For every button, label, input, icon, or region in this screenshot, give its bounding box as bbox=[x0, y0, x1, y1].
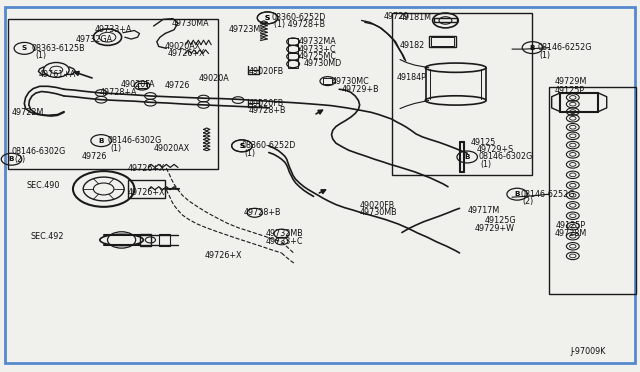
Text: (2): (2) bbox=[522, 197, 534, 206]
Text: 49733+A: 49733+A bbox=[95, 25, 132, 34]
Bar bbox=[288, 38, 298, 45]
Text: 49726+X: 49726+X bbox=[205, 251, 243, 260]
Bar bbox=[392, 13, 532, 175]
Text: 49729+B: 49729+B bbox=[342, 85, 380, 94]
Text: 49717M: 49717M bbox=[467, 206, 499, 215]
Text: S: S bbox=[265, 15, 270, 21]
Text: S: S bbox=[239, 143, 244, 149]
Bar bbox=[323, 78, 332, 84]
Bar bbox=[138, 83, 147, 88]
Bar bbox=[434, 18, 457, 22]
Text: 49728+B: 49728+B bbox=[248, 106, 286, 115]
Bar bbox=[288, 45, 298, 53]
Text: SEC.492: SEC.492 bbox=[31, 232, 64, 241]
Text: S: S bbox=[22, 45, 27, 51]
Bar bbox=[429, 36, 456, 46]
Text: 49020FB: 49020FB bbox=[360, 201, 395, 210]
Text: 49729+S: 49729+S bbox=[477, 145, 514, 154]
Text: (1) 49728+B: (1) 49728+B bbox=[274, 20, 325, 29]
Text: S: S bbox=[239, 143, 244, 149]
Text: 49125P: 49125P bbox=[554, 86, 584, 94]
Text: 08146-6252G: 08146-6252G bbox=[538, 43, 592, 52]
Bar bbox=[159, 234, 170, 246]
Text: 49730MA: 49730MA bbox=[172, 19, 209, 28]
Text: 08146-6302G: 08146-6302G bbox=[12, 147, 66, 156]
Text: 49726+X: 49726+X bbox=[168, 49, 205, 58]
Text: 49730MC: 49730MC bbox=[332, 77, 369, 86]
Text: 49729+W: 49729+W bbox=[475, 224, 515, 233]
Text: S: S bbox=[265, 15, 270, 21]
Text: 08146-6252G: 08146-6252G bbox=[520, 190, 575, 199]
Text: 49020AX: 49020AX bbox=[165, 42, 202, 51]
Text: 08360-6252D: 08360-6252D bbox=[272, 13, 326, 22]
Text: 49730MD: 49730MD bbox=[303, 60, 342, 68]
Text: 08360-6252D: 08360-6252D bbox=[242, 141, 296, 150]
Text: 49728+B: 49728+B bbox=[243, 208, 281, 217]
Text: 49732GA: 49732GA bbox=[76, 35, 113, 44]
Text: 49181M: 49181M bbox=[400, 13, 432, 22]
Text: 49726+X: 49726+X bbox=[128, 164, 166, 173]
Text: 49729M: 49729M bbox=[554, 77, 587, 86]
Text: 08146-6302G: 08146-6302G bbox=[479, 153, 533, 161]
Text: 49728M: 49728M bbox=[554, 229, 586, 238]
Text: 49020FB: 49020FB bbox=[248, 99, 284, 108]
Text: 49125G: 49125G bbox=[485, 216, 516, 225]
Text: 49125: 49125 bbox=[471, 138, 497, 147]
Text: 49020A: 49020A bbox=[198, 74, 229, 83]
Text: 49728+A: 49728+A bbox=[99, 88, 137, 97]
Text: 49722M: 49722M bbox=[12, 108, 44, 117]
Text: 08146-6302G: 08146-6302G bbox=[108, 136, 162, 145]
Text: (1): (1) bbox=[480, 160, 491, 169]
Bar bbox=[288, 53, 298, 60]
Text: 49726: 49726 bbox=[82, 153, 108, 161]
Bar bbox=[549, 87, 636, 294]
Text: (1): (1) bbox=[36, 51, 47, 60]
Bar bbox=[431, 37, 454, 46]
Text: 49020AX: 49020AX bbox=[154, 144, 190, 153]
Text: B: B bbox=[99, 138, 104, 144]
Text: 49020FB: 49020FB bbox=[248, 67, 284, 76]
Text: 49726+X: 49726+X bbox=[128, 188, 166, 197]
Text: 49184P: 49184P bbox=[396, 73, 426, 82]
Text: 49733+C: 49733+C bbox=[298, 45, 336, 54]
Text: B: B bbox=[465, 154, 470, 160]
Text: (1): (1) bbox=[244, 149, 255, 158]
Text: J-97009K: J-97009K bbox=[571, 347, 606, 356]
Bar bbox=[288, 60, 298, 68]
Text: 49182: 49182 bbox=[400, 41, 425, 50]
Text: 08363-6125B: 08363-6125B bbox=[32, 44, 86, 53]
Text: 49125P: 49125P bbox=[556, 221, 586, 230]
Text: 49729: 49729 bbox=[384, 12, 410, 21]
Text: 49732MB: 49732MB bbox=[266, 229, 303, 238]
Bar bbox=[8, 19, 218, 169]
Bar bbox=[128, 180, 165, 198]
Text: 49726: 49726 bbox=[165, 81, 191, 90]
Text: (1): (1) bbox=[540, 51, 550, 60]
Text: 49020FA: 49020FA bbox=[120, 80, 155, 89]
Text: (1): (1) bbox=[110, 144, 121, 153]
Text: B: B bbox=[9, 156, 14, 162]
Text: B: B bbox=[515, 191, 520, 197]
Text: 49732MA: 49732MA bbox=[298, 37, 336, 46]
Text: SEC.490: SEC.490 bbox=[27, 181, 60, 190]
Text: 49761+A: 49761+A bbox=[38, 70, 76, 79]
Text: 49725MC: 49725MC bbox=[298, 52, 336, 61]
Text: 49733+C: 49733+C bbox=[266, 237, 303, 246]
Text: (2): (2) bbox=[14, 155, 26, 164]
Text: 49730MB: 49730MB bbox=[360, 208, 397, 217]
Text: 49723M: 49723M bbox=[229, 25, 261, 34]
Bar bbox=[140, 234, 151, 246]
Text: B: B bbox=[530, 45, 535, 51]
